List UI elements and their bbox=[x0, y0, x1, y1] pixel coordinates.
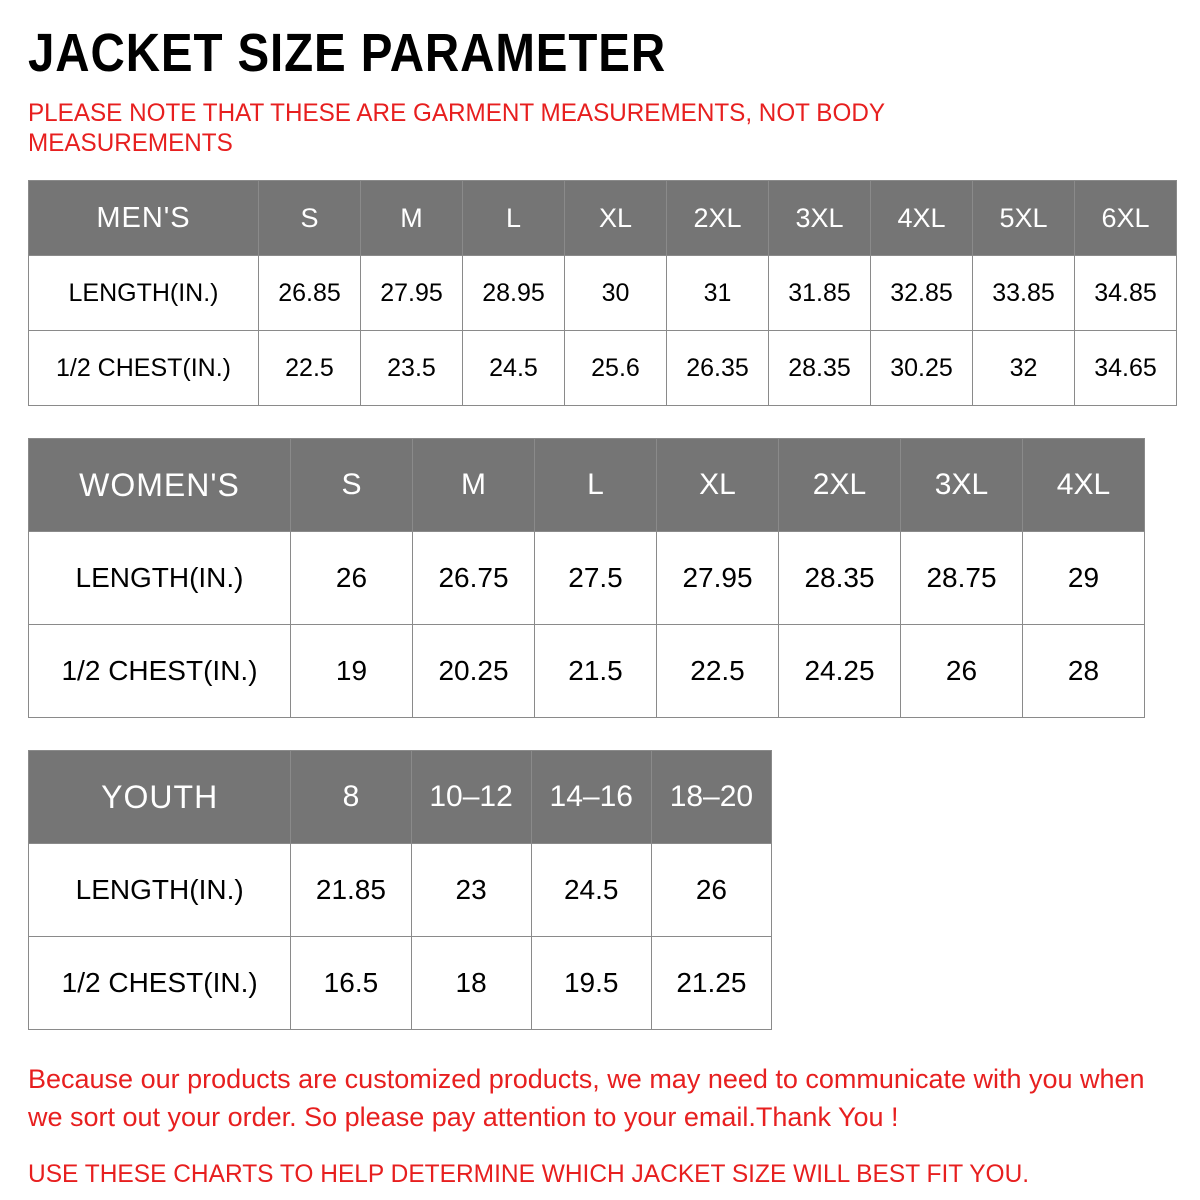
mens-cell-1-2: 24.5 bbox=[462, 330, 565, 406]
mens-cell-0-3: 30 bbox=[564, 255, 667, 331]
mens-cell-1-3: 25.6 bbox=[564, 330, 667, 406]
mens-size-header-8: 6XL bbox=[1074, 180, 1177, 256]
youth-size-header-1: 10–12 bbox=[410, 750, 532, 844]
youth-cell-0-3: 26 bbox=[650, 843, 773, 937]
womens-row-label-1: 1/2 CHEST(IN.) bbox=[28, 624, 291, 718]
womens-size-header-5: 3XL bbox=[900, 438, 1023, 532]
youth-size-header-3: 18–20 bbox=[650, 750, 773, 844]
youth-row-label-1: 1/2 CHEST(IN.) bbox=[27, 936, 292, 1030]
youth-size-table-container: YOUTH 8 10–12 14–16 18–20 LENGTH(IN.) 21.85 2… bbox=[27, 750, 1172, 1030]
mens-cell-1-4: 26.35 bbox=[666, 330, 769, 406]
womens-cell-1-0: 19 bbox=[290, 624, 413, 718]
table-row: 1/2 CHEST(IN.) 22.5 23.5 24.5 25.6 26.35 28.35… bbox=[28, 330, 1177, 406]
mens-cell-0-1: 27.95 bbox=[360, 255, 463, 331]
youth-cell-1-1: 18 bbox=[410, 936, 532, 1030]
womens-size-header-1: M bbox=[412, 438, 535, 532]
footer-notes: Because our products are customized prod… bbox=[28, 1060, 1172, 1190]
youth-cell-1-2: 19.5 bbox=[530, 936, 652, 1030]
customization-note: Because our products are customized prod… bbox=[28, 1064, 1145, 1132]
womens-cell-0-2: 27.5 bbox=[534, 531, 657, 625]
womens-row-label-0: LENGTH(IN.) bbox=[28, 531, 291, 625]
womens-size-header-3: XL bbox=[656, 438, 779, 532]
mens-size-header-2: L bbox=[462, 180, 565, 256]
mens-cell-1-5: 28.35 bbox=[768, 330, 871, 406]
youth-cell-1-0: 16.5 bbox=[290, 936, 412, 1030]
mens-size-header-5: 3XL bbox=[768, 180, 871, 256]
page-title: JACKET SIZE PARAMETER bbox=[28, 23, 667, 83]
womens-cell-1-4: 24.25 bbox=[778, 624, 901, 718]
youth-cell-1-3: 21.25 bbox=[650, 936, 773, 1030]
womens-table-title: WOMEN'S bbox=[28, 438, 291, 532]
womens-cell-0-5: 28.75 bbox=[900, 531, 1023, 625]
mens-size-header-4: 2XL bbox=[666, 180, 769, 256]
womens-size-header-6: 4XL bbox=[1022, 438, 1145, 532]
womens-cell-1-3: 22.5 bbox=[656, 624, 779, 718]
womens-cell-0-0: 26 bbox=[290, 531, 413, 625]
mens-cell-0-5: 31.85 bbox=[768, 255, 871, 331]
mens-size-header-7: 5XL bbox=[972, 180, 1075, 256]
table-row: 1/2 CHEST(IN.) 19 20.25 21.5 22.5 24.25 26 28 bbox=[28, 624, 1145, 718]
womens-cell-0-6: 29 bbox=[1022, 531, 1145, 625]
mens-size-header-6: 4XL bbox=[870, 180, 973, 256]
chart-usage-note: USE THESE CHARTS TO HELP DETERMINE WHICH… bbox=[28, 1160, 1030, 1188]
mens-table-body: LENGTH(IN.) 26.85 27.95 28.95 30 31 31.85 32.85… bbox=[28, 255, 1177, 406]
table-row: LENGTH(IN.) 21.85 23 24.5 26 bbox=[27, 843, 773, 937]
mens-size-table-container: MEN'S S M L XL 2XL 3XL 4XL 5XL 6XL LENGTH(IN.) 26… bbox=[28, 180, 1177, 406]
table-header-row: MEN'S S M L XL 2XL 3XL 4XL 5XL 6XL bbox=[28, 180, 1177, 256]
mens-cell-0-4: 31 bbox=[666, 255, 769, 331]
youth-size-header-2: 14–16 bbox=[530, 750, 652, 844]
mens-size-header-3: XL bbox=[564, 180, 667, 256]
mens-cell-1-8: 34.65 bbox=[1074, 330, 1177, 406]
womens-cell-0-1: 26.75 bbox=[412, 531, 535, 625]
table-row: LENGTH(IN.) 26 26.75 27.5 27.95 28.35 28.75 29 bbox=[28, 531, 1145, 625]
table-header-row: WOMEN'S S M L XL 2XL 3XL 4XL bbox=[28, 438, 1145, 532]
womens-table-body: LENGTH(IN.) 26 26.75 27.5 27.95 28.35 28.75 29 1… bbox=[28, 531, 1145, 718]
mens-cell-1-0: 22.5 bbox=[258, 330, 361, 406]
womens-size-header-4: 2XL bbox=[778, 438, 901, 532]
mens-cell-1-6: 30.25 bbox=[870, 330, 973, 406]
mens-cell-0-7: 33.85 bbox=[972, 255, 1075, 331]
womens-cell-1-6: 28 bbox=[1022, 624, 1145, 718]
mens-row-label-0: LENGTH(IN.) bbox=[28, 255, 259, 331]
womens-cell-0-4: 28.35 bbox=[778, 531, 901, 625]
youth-table-body: LENGTH(IN.) 21.85 23 24.5 26 1/2 CHEST(IN.) 16… bbox=[27, 843, 773, 1030]
mens-cell-0-2: 28.95 bbox=[462, 255, 565, 331]
youth-cell-0-0: 21.85 bbox=[290, 843, 412, 937]
womens-size-table-container: WOMEN'S S M L XL 2XL 3XL 4XL LENGTH(IN.) 26 26.7… bbox=[28, 438, 1172, 718]
womens-cell-1-2: 21.5 bbox=[534, 624, 657, 718]
table-row: 1/2 CHEST(IN.) 16.5 18 19.5 21.25 bbox=[27, 936, 773, 1030]
youth-table-title: YOUTH bbox=[27, 750, 292, 844]
womens-size-header-0: S bbox=[290, 438, 413, 532]
mens-row-label-1: 1/2 CHEST(IN.) bbox=[28, 330, 259, 406]
mens-size-header-1: M bbox=[360, 180, 463, 256]
womens-cell-0-3: 27.95 bbox=[656, 531, 779, 625]
youth-cell-0-2: 24.5 bbox=[530, 843, 652, 937]
womens-size-header-2: L bbox=[534, 438, 657, 532]
table-header-row: YOUTH 8 10–12 14–16 18–20 bbox=[27, 750, 773, 844]
youth-cell-0-1: 23 bbox=[410, 843, 532, 937]
mens-cell-0-0: 26.85 bbox=[258, 255, 361, 331]
womens-cell-1-1: 20.25 bbox=[412, 624, 535, 718]
mens-size-header-0: S bbox=[258, 180, 361, 256]
womens-cell-1-5: 26 bbox=[900, 624, 1023, 718]
womens-size-table: WOMEN'S S M L XL 2XL 3XL 4XL LENGTH(IN.) 26 26.7… bbox=[28, 438, 1145, 718]
youth-size-table: YOUTH 8 10–12 14–16 18–20 LENGTH(IN.) 21.85 2… bbox=[27, 750, 773, 1030]
mens-cell-0-8: 34.85 bbox=[1074, 255, 1177, 331]
youth-row-label-0: LENGTH(IN.) bbox=[27, 843, 292, 937]
mens-table-title: MEN'S bbox=[28, 180, 259, 256]
mens-cell-0-6: 32.85 bbox=[870, 255, 973, 331]
table-row: LENGTH(IN.) 26.85 27.95 28.95 30 31 31.85 32.85… bbox=[28, 255, 1177, 331]
mens-cell-1-1: 23.5 bbox=[360, 330, 463, 406]
youth-size-header-0: 8 bbox=[290, 750, 412, 844]
mens-size-table: MEN'S S M L XL 2XL 3XL 4XL 5XL 6XL LENGTH(IN.) 26… bbox=[28, 180, 1177, 406]
mens-cell-1-7: 32 bbox=[972, 330, 1075, 406]
garment-measurement-disclaimer: PLEASE NOTE THAT THESE ARE GARMENT MEASU… bbox=[28, 99, 885, 157]
